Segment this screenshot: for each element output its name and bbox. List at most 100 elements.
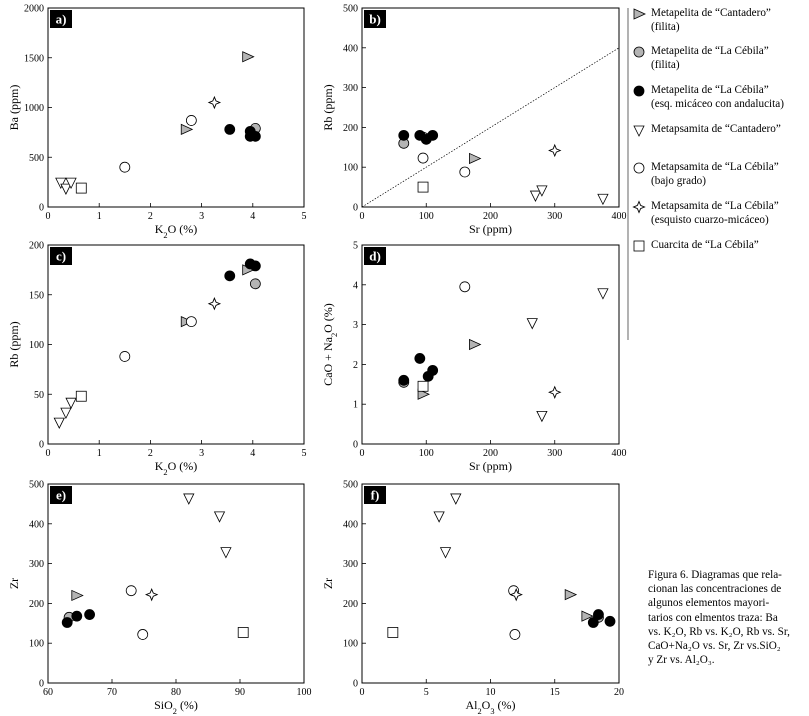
data-point [185,316,197,328]
y-tick-label: 0 [353,440,358,451]
x-tick-label: 10 [486,687,496,698]
y-tick-label: 300 [29,559,44,570]
data-point [65,397,77,410]
x-tick-label: 300 [547,448,562,459]
y-tick-label: 200 [29,599,44,610]
y-tick-label: 500 [343,480,358,491]
data-point [548,143,562,158]
legend-label: Cuarcita de “La Cébila” [651,239,759,251]
x-axis-label: Al2O3 (%) [465,698,515,716]
data-point [207,297,222,311]
y-tick-label: 0 [39,203,44,214]
data-point [398,129,410,141]
plot-frame [47,7,305,208]
series-tri-down [55,177,77,195]
series-tri-down [53,397,77,430]
data-point [509,587,523,602]
data-point [71,610,83,622]
y-tick-label: 200 [29,241,44,252]
data-point [220,547,232,559]
panel-tag: a) [56,12,67,27]
panel-d: 0 100 200 300 400 0 1 2 3 4 5 Sr (ppm) CaO + Na2O (%… [321,241,627,474]
data-point [459,166,471,178]
data-point [417,152,429,164]
legend-label: Metapelita de “La Cébila” [651,84,769,96]
y-axis-label: Rb (ppm) [321,84,335,130]
panel-tag: d) [369,249,381,264]
legend-symbol [633,46,645,58]
legend-sublabel: (bajo grado) [651,175,706,187]
y-tick-label: 300 [343,83,358,94]
series-circle-open [417,152,471,178]
legend-label: Metapelita de “La Cébila” [651,45,769,57]
y-tick-label: 0 [39,440,44,451]
panel-tag-bg [364,247,386,265]
data-point [242,51,255,63]
y-tick-label: 100 [343,639,358,650]
y-tick-label: 200 [343,123,358,134]
series-square [75,390,87,402]
data-point [71,589,84,602]
data-point [119,161,131,173]
data-point [417,380,429,392]
legend-sublabel: (filita) [651,59,680,71]
reference-line [361,47,620,208]
legend-symbol [633,240,645,252]
legend-label: Metapsamita de “La Cébila” [651,161,779,173]
x-axis-label: SiO2 (%) [154,698,198,716]
series-circle-black [224,258,261,282]
y-tick-label: 100 [29,340,44,351]
data-point [237,627,249,638]
y-tick-label: 0 [353,203,358,214]
series-tri-down [433,493,462,559]
legend-symbol [633,8,646,20]
data-point [427,129,439,141]
x-tick-label: 90 [235,687,245,698]
x-tick-label: 5 [302,211,307,222]
data-point [548,385,562,399]
y-axis-label: Ba (ppm) [7,85,21,131]
data-point [60,183,72,195]
legend-marker [633,46,645,58]
data-point [597,288,609,300]
series-tri-right [71,589,84,602]
x-tick-label: 0 [360,211,365,222]
x-tick-label: 5 [424,687,429,698]
data-point [61,617,73,628]
series-circle-black [61,609,95,628]
panel-tag-bg [364,486,386,504]
y-tick-label: 150 [29,290,44,301]
x-tick-label: 200 [483,448,498,459]
caption-line: tarios con elmentos traza: Ba [648,611,778,624]
series-circle-open [459,281,471,293]
series-diamond [548,385,562,399]
data-point [604,615,616,627]
data-point [84,609,95,620]
data-point [75,390,87,402]
x-tick-label: 5 [302,448,307,459]
x-axis-label: K2O (%) [155,222,198,240]
x-tick-label: 100 [297,687,312,698]
series-circle-open [125,585,149,640]
series-circle-black [224,123,261,142]
y-tick-label: 200 [343,599,358,610]
y-tick-label: 100 [343,163,358,174]
legend-marker [633,240,645,252]
series-square [237,627,249,638]
data-point [207,95,222,110]
x-tick-label: 4 [250,211,255,222]
x-tick-label: 15 [550,687,560,698]
data-point [529,190,542,202]
data-point [469,152,482,165]
legend-symbol [632,200,646,214]
y-tick-label: 2000 [24,4,44,15]
x-tick-label: 0 [360,687,365,698]
x-tick-label: 1 [97,211,102,222]
series-diamond [207,297,222,311]
series-tri-right [564,589,594,622]
series-diamond [207,95,222,110]
x-tick-label: 2 [148,448,153,459]
legend-sublabel: (esq. micáceo con andalucita) [651,98,784,110]
series-diamond [144,587,159,602]
data-point [398,374,410,386]
